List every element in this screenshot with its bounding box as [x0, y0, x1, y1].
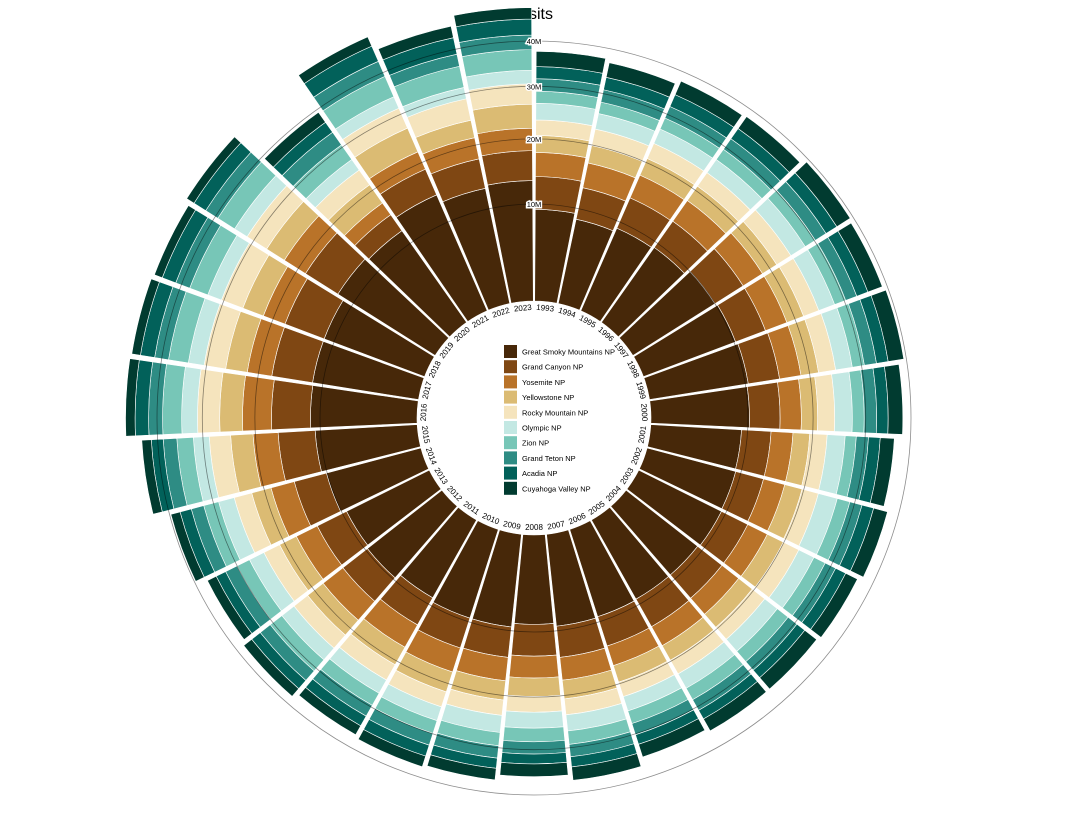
year-label-1999: 1999: [634, 381, 647, 401]
bar-segment-1993-10: [535, 51, 606, 74]
bar-segment-2008-7: [502, 726, 566, 743]
bar-segment-2023-10: [453, 7, 532, 28]
bar-segment-2023-2: [481, 150, 533, 186]
bar-segment-2005-10: [703, 681, 767, 732]
radial-tick-label: 10M: [527, 200, 542, 209]
legend-label-10: Cuyahoga Valley NP: [522, 484, 591, 493]
bar-segment-2015-2: [277, 430, 322, 482]
bar-segment-1999-10: [870, 289, 905, 362]
legend-label-9: Acadia NP: [522, 469, 557, 478]
legend-swatch-7: [504, 436, 517, 450]
legend-label-3: Yosemite NP: [522, 378, 565, 387]
legend-label-8: Grand Teton NP: [522, 454, 576, 463]
bar-segment-1995-10: [674, 80, 743, 128]
legend-swatch-6: [504, 421, 517, 434]
bar-segment-2013-10: [206, 575, 253, 641]
legend-swatch-2: [504, 360, 517, 374]
legend-swatch-5: [504, 405, 517, 419]
bar-segment-2019-10: [186, 136, 242, 204]
bar-segment-2016-7: [162, 363, 186, 435]
legend-label-5: Rocky Mountain NP: [522, 408, 588, 417]
bar-segment-2008-10: [499, 762, 569, 777]
bar-segment-2000-2: [746, 381, 781, 430]
bar-segment-2008-8: [501, 740, 567, 755]
radial-tick-label: 30M: [527, 82, 542, 91]
radial-tick-label: 20M: [527, 135, 542, 144]
legend: Great Smoky Mountains NP Grand Canyon NP Y…: [504, 345, 615, 495]
grid-circle-10M: [319, 203, 749, 633]
bar-segment-2008-6: [504, 710, 564, 729]
legend-swatch-9: [504, 466, 517, 480]
bar-segment-2011-10: [298, 686, 362, 736]
legend-swatch-10: [504, 481, 517, 495]
year-label-2008: 2008: [525, 523, 543, 532]
legend-swatch-1: [504, 345, 517, 358]
bar-segment-2000-5: [814, 373, 836, 432]
bar-segment-2008-2: [511, 623, 557, 657]
bar-segment-2000-4: [798, 376, 818, 431]
legend-label-2: Grand Canyon NP: [522, 363, 583, 372]
bar-segment-1994-10: [605, 62, 676, 98]
bar-segment-2003-10: [810, 572, 858, 638]
bar-segment-2016-2: [271, 379, 314, 431]
bar-segment-2000-3: [777, 378, 802, 431]
grid-circle-20M: [254, 138, 814, 698]
bar-segment-2007-10: [571, 753, 642, 781]
bar-segment-1996-10: [737, 116, 801, 173]
bar-segment-2009-10: [426, 754, 497, 781]
legend-label-7: Zion NP: [522, 439, 549, 448]
year-label-2001: 2001: [637, 425, 649, 444]
bar-segment-2002-10: [850, 507, 888, 578]
year-label-2017: 2017: [421, 380, 434, 400]
bar-segment-2014-10: [170, 511, 205, 582]
bar-segment-2001-10: [869, 437, 895, 507]
bar-segment-2016-4: [219, 371, 246, 433]
legend-label-6: Olympic NP: [522, 424, 562, 433]
bar-segment-2000-6: [831, 371, 853, 433]
radial-grid: 10M 20M 30M 40M: [156, 36, 912, 796]
bar-segment-2020-10: [264, 111, 326, 168]
grid-circle-30M: [201, 85, 867, 751]
bar-segment-2000-10: [884, 363, 904, 435]
year-label-2023: 2023: [514, 303, 533, 314]
bar-segment-2008-4: [507, 676, 561, 697]
year-label-2015: 2015: [420, 425, 432, 444]
bar-segment-2022-10: [377, 25, 454, 61]
legend-label-4: Yellowstone NP: [522, 393, 574, 402]
grid-circle-40M: [156, 40, 912, 796]
bar-segment-1993-3: [535, 152, 587, 182]
bar-segment-2006-10: [638, 718, 706, 758]
bar-segment-2008-9: [500, 752, 568, 765]
bar-segment-2017-10: [131, 278, 160, 356]
bar-segment-2012-10: [243, 638, 300, 697]
year-label-2000: 2000: [639, 403, 649, 422]
legend-swatch-3: [504, 375, 517, 389]
legend-swatch-4: [504, 390, 517, 404]
bar-segment-2016-5: [197, 368, 224, 434]
bar-segment-2021-10: [298, 36, 373, 85]
legend-label-1: Great Smoky Mountains NP: [522, 348, 615, 357]
bars-group: [125, 7, 905, 781]
year-label-2007: 2007: [546, 519, 566, 532]
bar-segment-2008-3: [508, 654, 560, 679]
bar-segment-2010-10: [357, 729, 427, 768]
year-label-2016: 2016: [419, 403, 429, 422]
bar-segment-2004-10: [759, 629, 818, 690]
bar-segment-2016-10: [125, 358, 140, 437]
bar-segment-2016-3: [242, 375, 275, 432]
bar-segment-1997-10: [794, 161, 851, 228]
year-label-1993: 1993: [536, 303, 555, 314]
year-label-2009: 2009: [502, 519, 522, 532]
legend-swatch-8: [504, 451, 517, 465]
bar-segment-1998-10: [837, 222, 883, 293]
bar-segment-2008-5: [505, 694, 563, 713]
radial-tick-label: 40M: [527, 37, 542, 46]
bar-segment-2018-10: [154, 205, 196, 279]
bar-segment-2015-10: [141, 439, 163, 515]
year-labels: 1993 199419951996199719981999200020012002…: [419, 303, 649, 532]
